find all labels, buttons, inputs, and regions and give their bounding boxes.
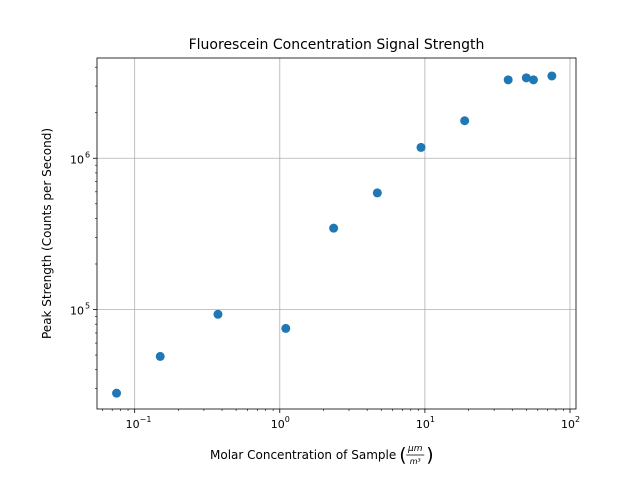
y-tick-label: 10 [70,153,84,166]
chart-title: Fluorescein Concentration Signal Strengt… [189,37,485,53]
unit-paren-close: ) [426,444,433,466]
axis-ticks: 10 −1 10 0 10 1 10 210 510 6 [70,66,580,431]
data-point [213,309,223,319]
data-point [155,351,165,361]
x-axis-label-text: Molar Concentration of Sample [210,448,396,462]
data-point [460,116,470,126]
y-axis-label: Peak Strength (Counts per Second) [40,128,54,339]
y-tick-label-exponent: 6 [85,150,90,159]
x-tick-label-exponent: 0 [285,415,290,424]
unit-paren-open: ( [399,444,406,466]
data-point [372,188,382,198]
x-axis-label: Molar Concentration of Sample ( μm m³ ) [210,444,434,466]
data-point [521,73,531,83]
x-tick-label: 10 [271,418,285,431]
data-point [281,323,291,333]
y-tick-label: 10 [70,305,84,318]
data-point [528,75,538,85]
unit-denominator: m³ [410,457,421,466]
data-point [503,75,513,85]
x-tick-label: 10 [561,418,575,431]
data-point [329,223,339,233]
x-axis-unit: ( μm m³ ) [399,444,433,466]
data-point [112,388,122,398]
x-tick-label: 10 [126,418,140,431]
x-tick-label-exponent: 2 [575,415,580,424]
y-tick-label-exponent: 5 [85,302,90,311]
x-tick-label-exponent: 1 [430,415,435,424]
x-tick-label: 10 [416,418,430,431]
data-point [547,71,557,81]
x-tick-label-exponent: −1 [140,415,152,424]
plot-frame [96,57,577,410]
grid [97,58,576,409]
data-points [112,71,557,398]
unit-numerator: μm [407,444,423,454]
data-point [416,142,426,152]
